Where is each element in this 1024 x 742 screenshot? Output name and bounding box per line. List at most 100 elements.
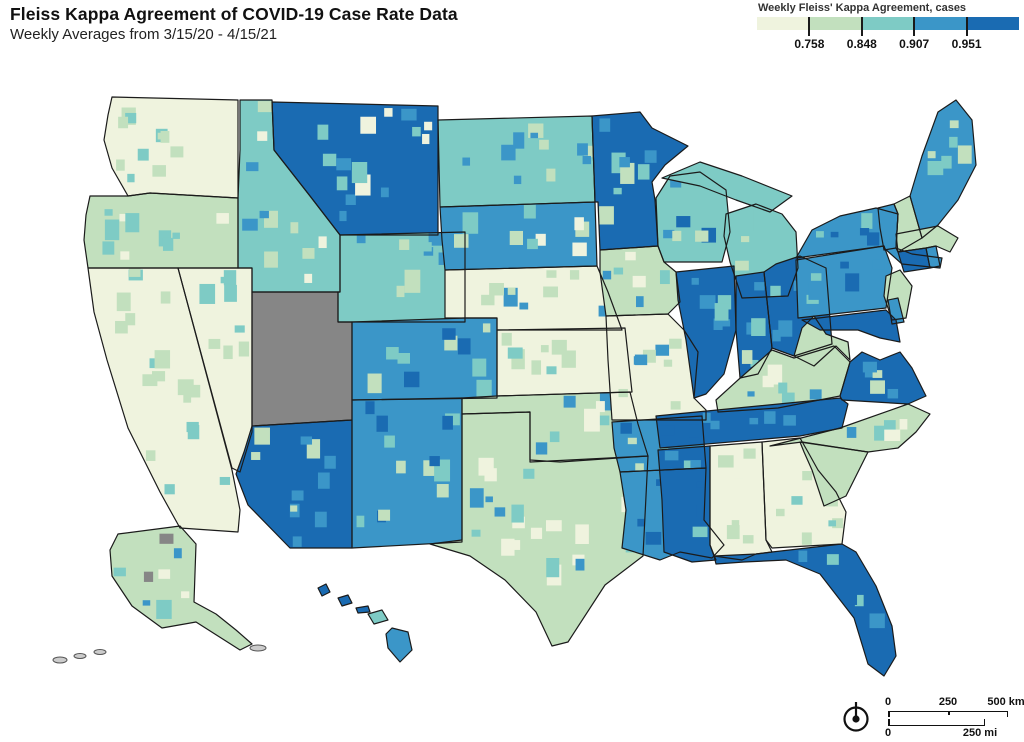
county-patch (127, 173, 135, 183)
county-patch (501, 332, 512, 346)
county-patch (872, 370, 883, 378)
state-border (839, 351, 927, 405)
aleutian-island (52, 656, 68, 664)
county-patch (142, 600, 151, 606)
county-patch (104, 219, 120, 241)
county-patch (575, 524, 589, 545)
scale-mi-250: 250 mi (962, 727, 998, 739)
county-patch (627, 437, 637, 445)
state-border (317, 583, 331, 597)
county-patch (462, 212, 479, 234)
county-patch (145, 450, 156, 461)
county-patch (742, 535, 754, 544)
scale-km-0: 0 (884, 696, 892, 708)
county-patch (949, 136, 958, 148)
state-border (675, 265, 737, 399)
county-patch (345, 194, 356, 205)
county-patch (754, 282, 765, 291)
county-patch (442, 415, 453, 430)
county-patch (840, 261, 849, 269)
county-patch (527, 238, 538, 250)
county-patch (743, 448, 756, 459)
county-patch (137, 148, 149, 161)
county-patch (152, 371, 166, 382)
county-patch (478, 457, 494, 476)
county-patch (670, 177, 682, 188)
county-patch (846, 427, 857, 438)
county-patch (669, 338, 682, 349)
county-patch (832, 518, 843, 529)
county-patch (104, 209, 113, 216)
county-patch (170, 146, 184, 158)
county-patch (618, 388, 628, 398)
county-patch (254, 427, 270, 445)
legend-tick (913, 17, 916, 36)
county-patch (949, 120, 959, 129)
county-patch (116, 292, 131, 312)
county-patch (883, 420, 896, 435)
county-patch (513, 175, 522, 185)
county-patch (302, 248, 315, 259)
north-arrow-icon (840, 698, 874, 738)
county-patch (809, 389, 822, 400)
state-mn (592, 112, 688, 250)
county-patch (471, 529, 481, 537)
county-patch (613, 267, 624, 275)
county-patch (120, 251, 130, 260)
county-patch (714, 303, 729, 321)
page-title: Fleiss Kappa Agreement of COVID-19 Case … (10, 4, 458, 24)
county-patch (540, 345, 549, 353)
county-patch (428, 233, 445, 246)
county-patch (753, 209, 769, 232)
county-patch (501, 144, 516, 161)
county-patch (599, 118, 611, 132)
state-border (429, 411, 649, 647)
county-patch (462, 157, 471, 166)
state-vt (878, 204, 898, 250)
county-patch (726, 525, 740, 540)
county-patch (396, 285, 405, 298)
county-patch (802, 471, 813, 481)
county-patch (574, 217, 584, 231)
county-patch (530, 527, 543, 539)
county-patch (927, 160, 944, 176)
color-legend: Weekly Fleiss' Kappa Agreement, cases 0.… (757, 2, 1020, 53)
county-patch (476, 379, 492, 397)
county-patch (404, 269, 421, 293)
county-patch (300, 436, 313, 445)
page-subtitle: Weekly Averages from 3/15/20 - 4/15/21 (10, 26, 278, 43)
county-patch (472, 358, 487, 377)
county-patch (384, 108, 393, 117)
county-patch (718, 455, 734, 468)
county-patch (572, 242, 587, 257)
county-patch (292, 536, 302, 547)
county-patch (613, 187, 622, 195)
legend-tick-label: 0.848 (846, 37, 877, 51)
county-patch (513, 132, 525, 149)
county-patch (482, 323, 491, 333)
county-patch (259, 210, 269, 219)
county-patch (543, 286, 558, 298)
county-patch (733, 478, 744, 493)
county-patch (418, 242, 432, 252)
county-patch (663, 229, 675, 239)
county-patch (422, 133, 430, 145)
county-patch (519, 302, 529, 310)
state-border (367, 609, 389, 625)
state-ma (896, 226, 958, 252)
county-patch (257, 101, 272, 113)
county-patch (828, 520, 837, 527)
state-border (337, 594, 353, 607)
county-patch (118, 116, 129, 129)
county-patch (339, 210, 347, 222)
state-hi (338, 595, 352, 606)
county-patch (399, 239, 410, 250)
county-patch (336, 176, 348, 191)
county-patch (660, 425, 675, 436)
county-patch (156, 599, 172, 619)
state-border (715, 345, 851, 413)
county-patch (376, 415, 388, 432)
county-patch (535, 442, 548, 455)
county-patch (683, 460, 693, 469)
county-patch (887, 388, 899, 399)
